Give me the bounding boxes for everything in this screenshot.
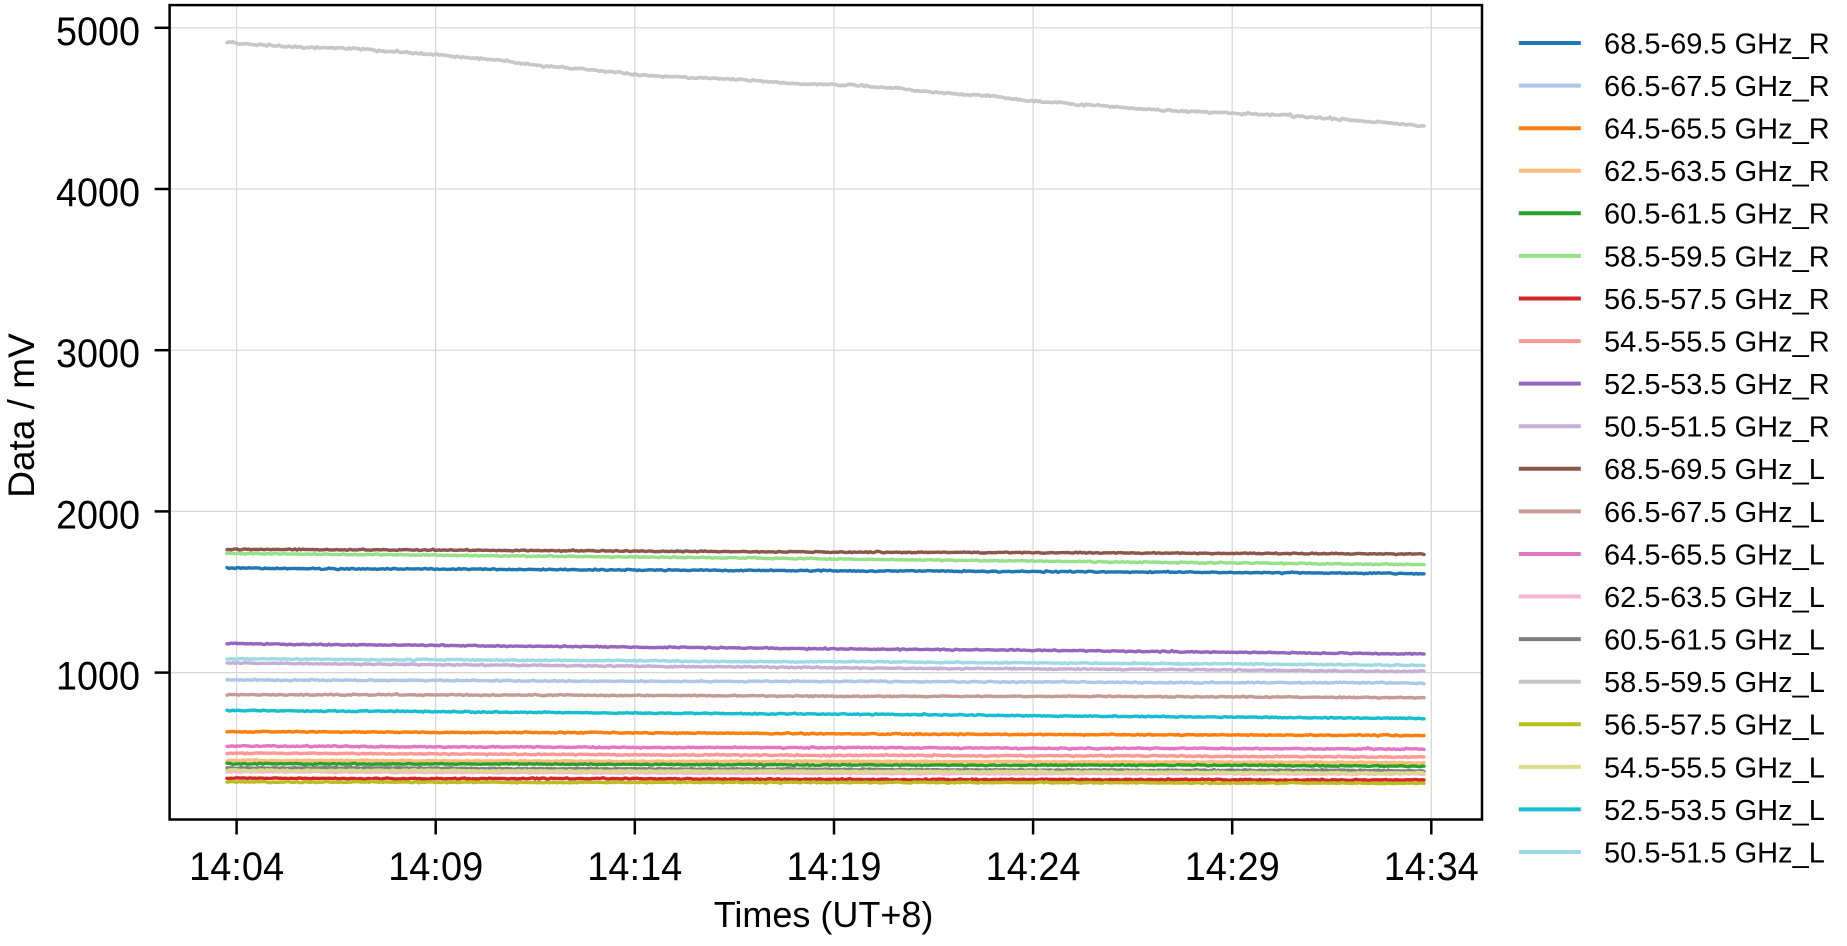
svg-text:62.5-63.5 GHz_R: 62.5-63.5 GHz_R xyxy=(1604,156,1830,188)
svg-text:3000: 3000 xyxy=(56,332,140,376)
svg-text:14:24: 14:24 xyxy=(986,845,1081,889)
svg-text:50.5-51.5 GHz_L: 50.5-51.5 GHz_L xyxy=(1604,837,1825,869)
svg-text:5000: 5000 xyxy=(56,10,140,54)
svg-text:14:34: 14:34 xyxy=(1384,845,1479,889)
svg-text:14:29: 14:29 xyxy=(1185,845,1280,889)
svg-text:14:04: 14:04 xyxy=(189,845,284,889)
svg-text:58.5-59.5 GHz_L: 58.5-59.5 GHz_L xyxy=(1604,667,1825,699)
svg-text:64.5-65.5 GHz_L: 64.5-65.5 GHz_L xyxy=(1604,539,1825,571)
svg-text:54.5-55.5 GHz_L: 54.5-55.5 GHz_L xyxy=(1604,752,1825,784)
svg-text:14:09: 14:09 xyxy=(388,845,483,889)
svg-text:56.5-57.5 GHz_R: 56.5-57.5 GHz_R xyxy=(1604,284,1830,316)
svg-text:64.5-65.5 GHz_R: 64.5-65.5 GHz_R xyxy=(1604,114,1830,146)
svg-text:14:14: 14:14 xyxy=(587,845,682,889)
svg-text:2000: 2000 xyxy=(56,493,140,537)
svg-text:1000: 1000 xyxy=(56,655,140,699)
svg-text:60.5-61.5 GHz_L: 60.5-61.5 GHz_L xyxy=(1604,625,1825,657)
svg-text:66.5-67.5 GHz_R: 66.5-67.5 GHz_R xyxy=(1604,71,1830,103)
svg-text:62.5-63.5 GHz_L: 62.5-63.5 GHz_L xyxy=(1604,582,1825,614)
svg-text:58.5-59.5 GHz_R: 58.5-59.5 GHz_R xyxy=(1604,241,1830,273)
svg-text:60.5-61.5 GHz_R: 60.5-61.5 GHz_R xyxy=(1604,199,1830,231)
svg-text:14:19: 14:19 xyxy=(787,845,882,889)
svg-text:4000: 4000 xyxy=(56,171,140,215)
svg-text:68.5-69.5 GHz_R: 68.5-69.5 GHz_R xyxy=(1604,28,1830,60)
svg-text:56.5-57.5 GHz_L: 56.5-57.5 GHz_L xyxy=(1604,710,1825,742)
svg-text:54.5-55.5 GHz_R: 54.5-55.5 GHz_R xyxy=(1604,327,1830,359)
svg-text:Data / mV: Data / mV xyxy=(1,333,42,498)
svg-text:50.5-51.5 GHz_R: 50.5-51.5 GHz_R xyxy=(1604,412,1830,444)
svg-text:66.5-67.5 GHz_L: 66.5-67.5 GHz_L xyxy=(1604,497,1825,529)
svg-text:52.5-53.5 GHz_R: 52.5-53.5 GHz_R xyxy=(1604,369,1830,401)
svg-text:68.5-69.5 GHz_L: 68.5-69.5 GHz_L xyxy=(1604,454,1825,486)
svg-text:Times (UT+8): Times (UT+8) xyxy=(714,894,934,935)
svg-text:52.5-53.5 GHz_L: 52.5-53.5 GHz_L xyxy=(1604,795,1825,827)
